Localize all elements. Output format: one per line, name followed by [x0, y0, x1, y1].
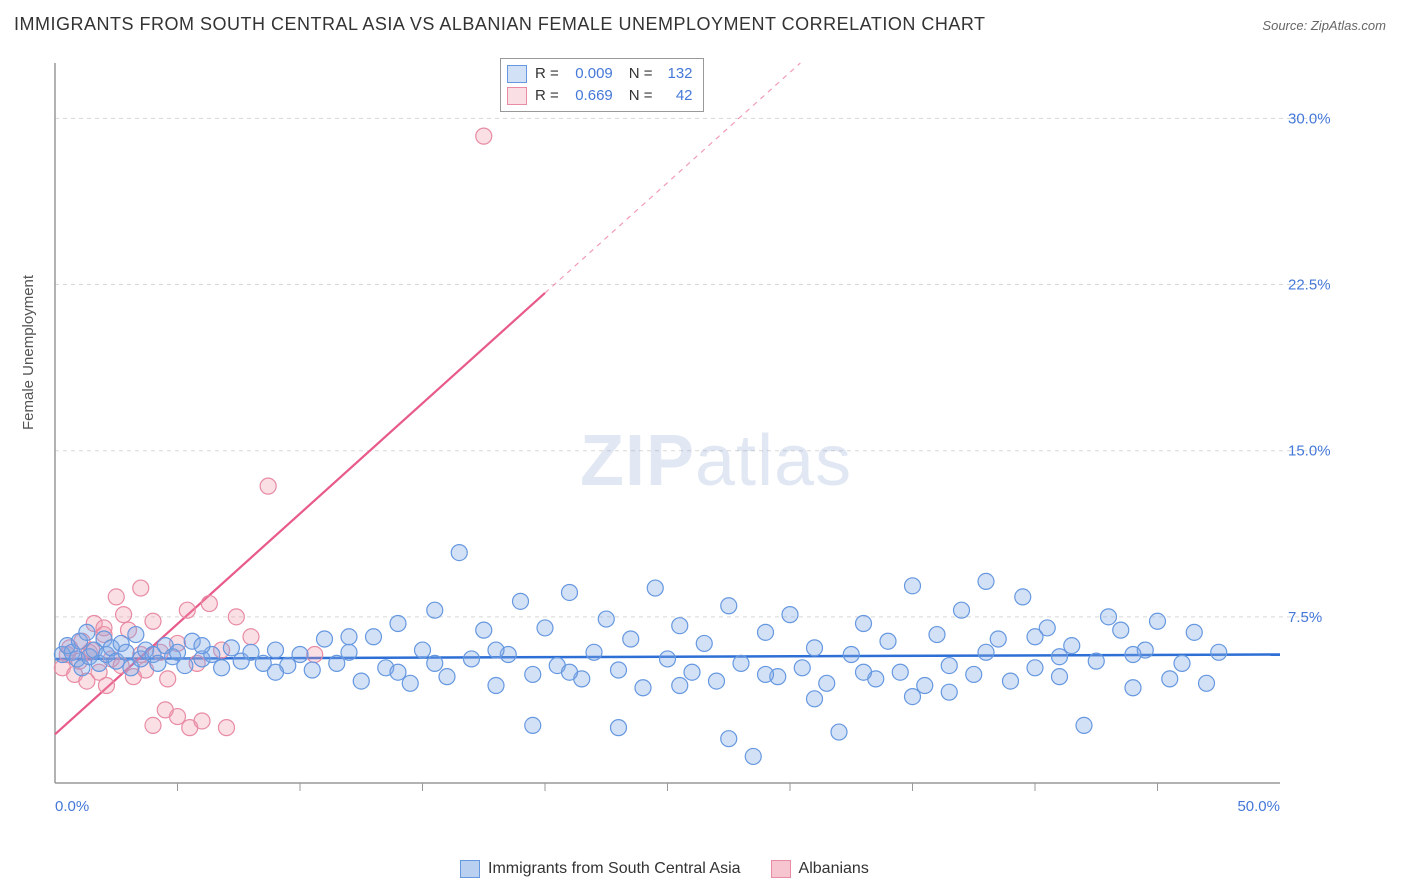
- r-label: R =: [535, 63, 559, 85]
- plot-area: 7.5% 15.0% 22.5% 30.0% 0.0% 50.0%: [50, 58, 1340, 828]
- legend-label: Albanians: [799, 860, 869, 878]
- legend-swatch: [507, 65, 527, 83]
- svg-text:0.0%: 0.0%: [55, 798, 89, 815]
- legend-label: Immigrants from South Central Asia: [488, 860, 741, 878]
- source-prefix: Source:: [1262, 18, 1307, 33]
- svg-text:50.0%: 50.0%: [1237, 798, 1280, 815]
- r-value: 0.009: [565, 63, 613, 85]
- svg-text:22.5%: 22.5%: [1288, 277, 1331, 294]
- legend-swatch: [771, 860, 791, 878]
- chart-svg: 7.5% 15.0% 22.5% 30.0% 0.0% 50.0%: [50, 58, 1340, 828]
- chart-title: IMMIGRANTS FROM SOUTH CENTRAL ASIA VS AL…: [14, 14, 986, 35]
- bottom-legend-item: Albanians: [771, 860, 869, 878]
- bottom-legend: Immigrants from South Central Asia Albani…: [460, 860, 869, 878]
- y-axis-label: Female Unemployment: [20, 275, 37, 430]
- legend-row: R = 0.669 N = 42: [507, 85, 693, 107]
- r-label: R =: [535, 85, 559, 107]
- svg-text:30.0%: 30.0%: [1288, 110, 1331, 127]
- n-value: 132: [659, 63, 693, 85]
- legend-swatch: [507, 87, 527, 105]
- bottom-legend-item: Immigrants from South Central Asia: [460, 860, 741, 878]
- svg-text:15.0%: 15.0%: [1288, 443, 1331, 460]
- n-label: N =: [629, 85, 653, 107]
- n-label: N =: [629, 63, 653, 85]
- legend-swatch: [460, 860, 480, 878]
- svg-text:7.5%: 7.5%: [1288, 609, 1322, 626]
- source-name: ZipAtlas.com: [1311, 18, 1386, 33]
- stats-legend: R = 0.009 N = 132 R = 0.669 N = 42: [500, 58, 704, 112]
- source-label: Source: ZipAtlas.com: [1262, 18, 1386, 33]
- n-value: 42: [659, 85, 693, 107]
- r-value: 0.669: [565, 85, 613, 107]
- legend-row: R = 0.009 N = 132: [507, 63, 693, 85]
